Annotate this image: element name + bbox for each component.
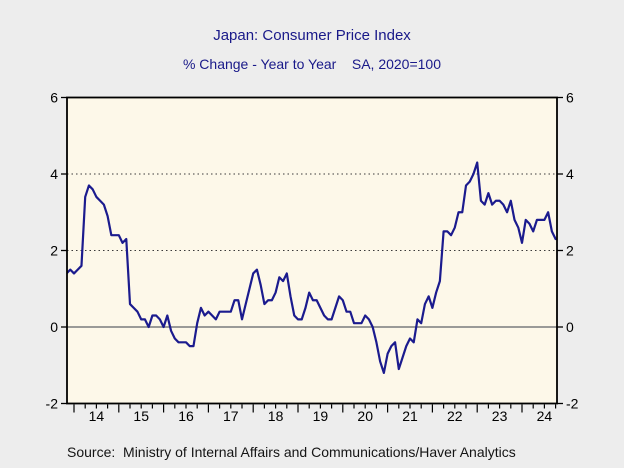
cpi-series-line [67,161,557,374]
y-tick-label-right: -2 [566,396,579,412]
x-tick-label: 15 [133,408,149,424]
x-tick-label: 23 [492,408,508,424]
x-tick-label: 14 [89,408,105,424]
x-tick-label: 24 [537,408,553,424]
y-tick-label-right: 2 [566,243,574,259]
y-tick-label-right: 6 [566,90,574,106]
y-tick-label-left: 2 [50,243,58,259]
page-title: Japan: Consumer Price Index [213,27,411,44]
y-tick-label-left: -2 [46,396,59,412]
x-tick-label: 19 [313,408,329,424]
y-tick-label-left: 4 [50,166,58,182]
x-tick-label: 18 [268,408,284,424]
y-tick-label-right: 0 [566,319,574,335]
y-tick-label-right: 4 [566,166,574,182]
x-tick-label: 20 [357,408,373,424]
y-tick-label-left: 0 [50,319,58,335]
y-axis: 6 6 4 4 2 2 0 0 -2 -2 [46,90,579,412]
x-tick-label: 22 [447,408,463,424]
gridlines [67,173,557,251]
y-tick-label-left: 6 [50,90,58,106]
x-tick-label: 21 [402,408,418,424]
chart-subtitle: % Change - Year to Year SA, 2020=100 [182,56,442,72]
source-note: Source: Ministry of Internal Affairs and… [67,444,516,460]
x-tick-label: 17 [223,408,239,424]
x-axis: 14 15 16 17 18 19 20 21 22 23 24 [73,404,557,424]
x-tick-label: 16 [178,408,194,424]
